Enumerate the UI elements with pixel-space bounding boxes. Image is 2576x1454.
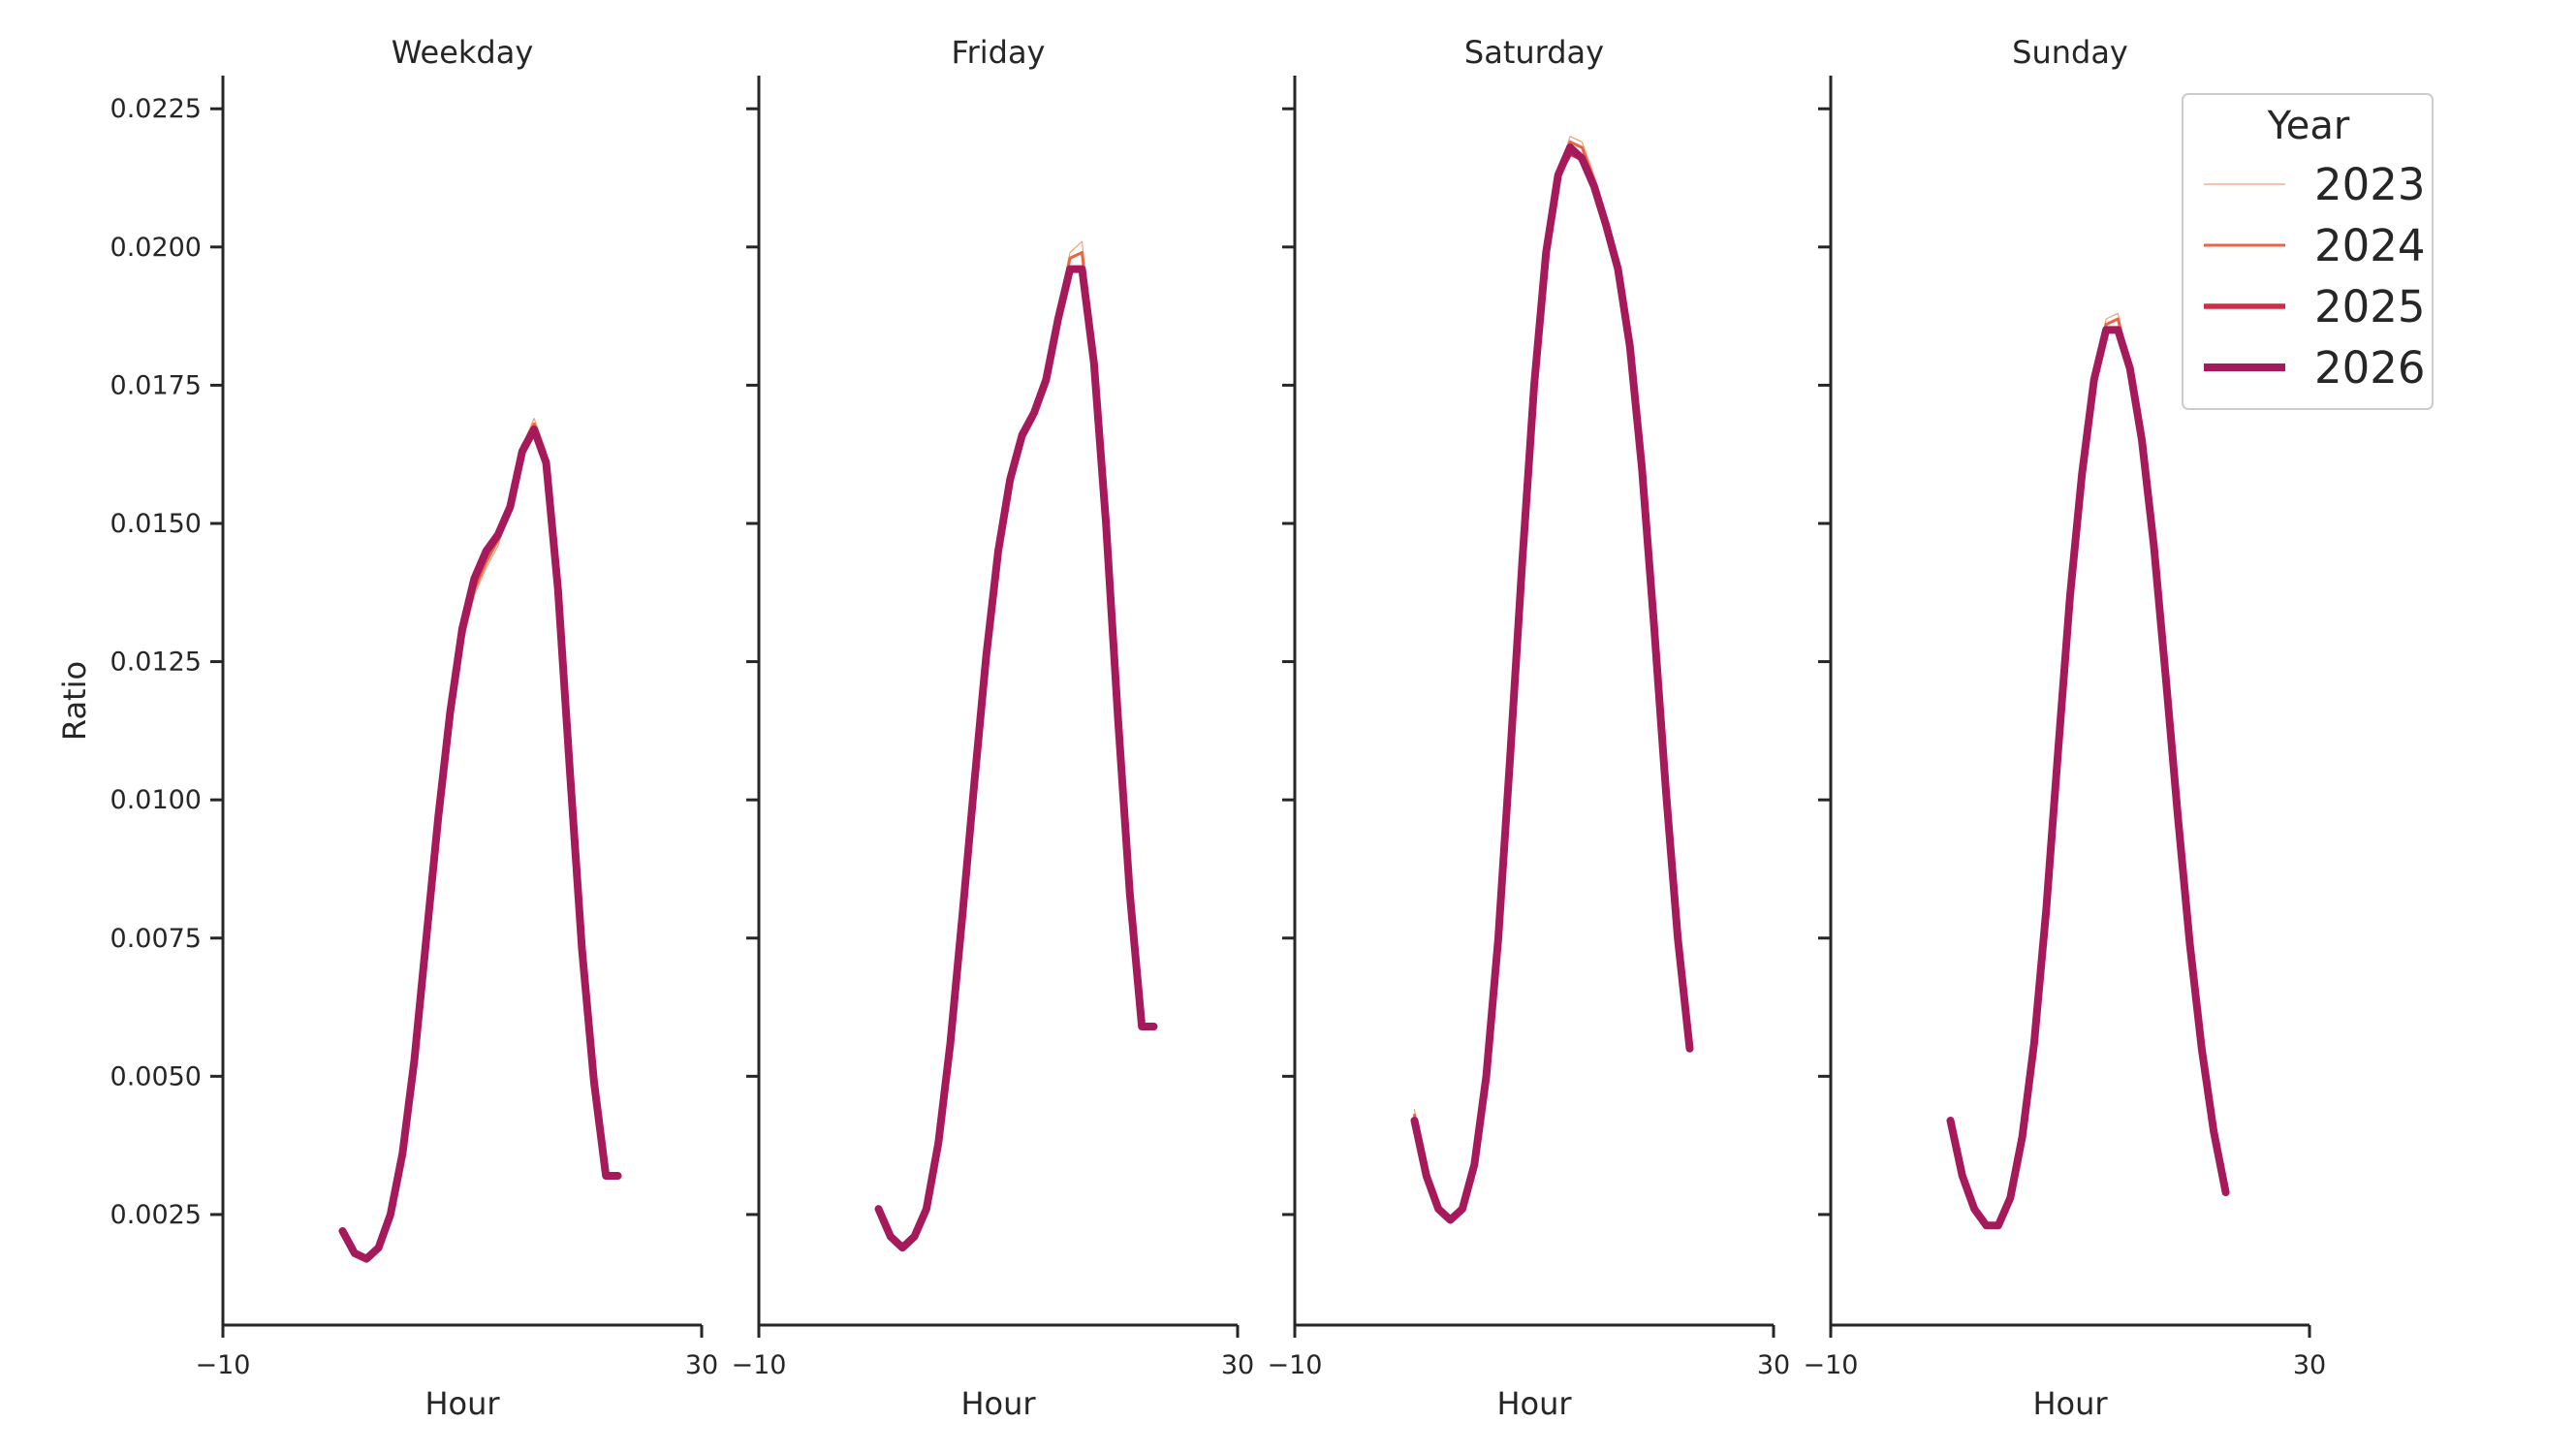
y-tick-label: 0.0150	[110, 509, 202, 539]
y-tick-label: 0.0025	[110, 1200, 202, 1230]
panels: Weekday 0.0025 0.0050 0.0075 0.0100 0.0125 0.0…	[110, 34, 2327, 1422]
x-axis-title: Hour	[1496, 1385, 1572, 1422]
series-line-2025	[875, 266, 1157, 1250]
series-line-2023	[1413, 136, 1691, 1221]
series-line-2026	[338, 426, 622, 1263]
x-tick-label: −10	[1804, 1350, 1859, 1380]
x-tick-label: −10	[732, 1350, 787, 1380]
legend-label-2026: 2026	[2314, 342, 2426, 394]
legend-title: Year	[2267, 104, 2350, 148]
panel-saturday: Saturday −10 30 Hour	[1268, 34, 1791, 1422]
panel-title: Sunday	[2012, 34, 2128, 71]
legend-label-2024: 2024	[2314, 220, 2426, 271]
y-tick-label: 0.0100	[110, 785, 202, 815]
series-line-2026	[874, 265, 1158, 1252]
x-axis-title: Hour	[2032, 1385, 2108, 1422]
y-tick-label: 0.0225	[110, 94, 202, 124]
series-line-2024	[877, 251, 1155, 1249]
legend: Year 2023 2024 2025 2026	[2182, 93, 2434, 410]
legend-label-2023: 2023	[2314, 159, 2426, 210]
series-line-2026	[1946, 326, 2230, 1230]
series-line-2025	[1947, 327, 2229, 1229]
panel-title: Saturday	[1464, 34, 1604, 71]
y-tick-label: 0.0200	[110, 233, 202, 263]
x-axis-title: Hour	[424, 1385, 500, 1422]
panel-friday: Friday −10 30 Hour	[732, 34, 1255, 1422]
x-tick-label: −10	[1268, 1350, 1323, 1380]
y-tick-label: 0.0050	[110, 1061, 202, 1091]
y-tick-label: 0.0075	[110, 924, 202, 954]
panel-weekday: Weekday 0.0025 0.0050 0.0075 0.0100 0.0125 0.0…	[110, 34, 719, 1422]
x-tick-label: 30	[2293, 1350, 2326, 1380]
x-tick-label: 30	[1221, 1350, 1254, 1380]
panel-sunday: Sunday −10 30 Hour	[1804, 34, 2327, 1422]
legend-label-2025: 2025	[2314, 281, 2426, 332]
y-tick-label: 0.0175	[110, 370, 202, 400]
series-line-2026	[1410, 143, 1694, 1224]
legend-frame	[2182, 93, 2434, 410]
x-tick-label: −10	[196, 1350, 251, 1380]
series-line-2024	[1413, 140, 1691, 1222]
panel-title: Weekday	[392, 34, 534, 71]
panel-title: Friday	[952, 34, 1046, 71]
y-tick-label: 0.0125	[110, 648, 202, 678]
series-line-2023	[877, 240, 1155, 1249]
x-tick-label: 30	[1757, 1350, 1790, 1380]
y-axis-title: Ratio	[56, 661, 93, 741]
x-tick-label: 30	[685, 1350, 718, 1380]
series-line-2025	[1411, 150, 1693, 1223]
x-axis-title: Hour	[960, 1385, 1036, 1422]
